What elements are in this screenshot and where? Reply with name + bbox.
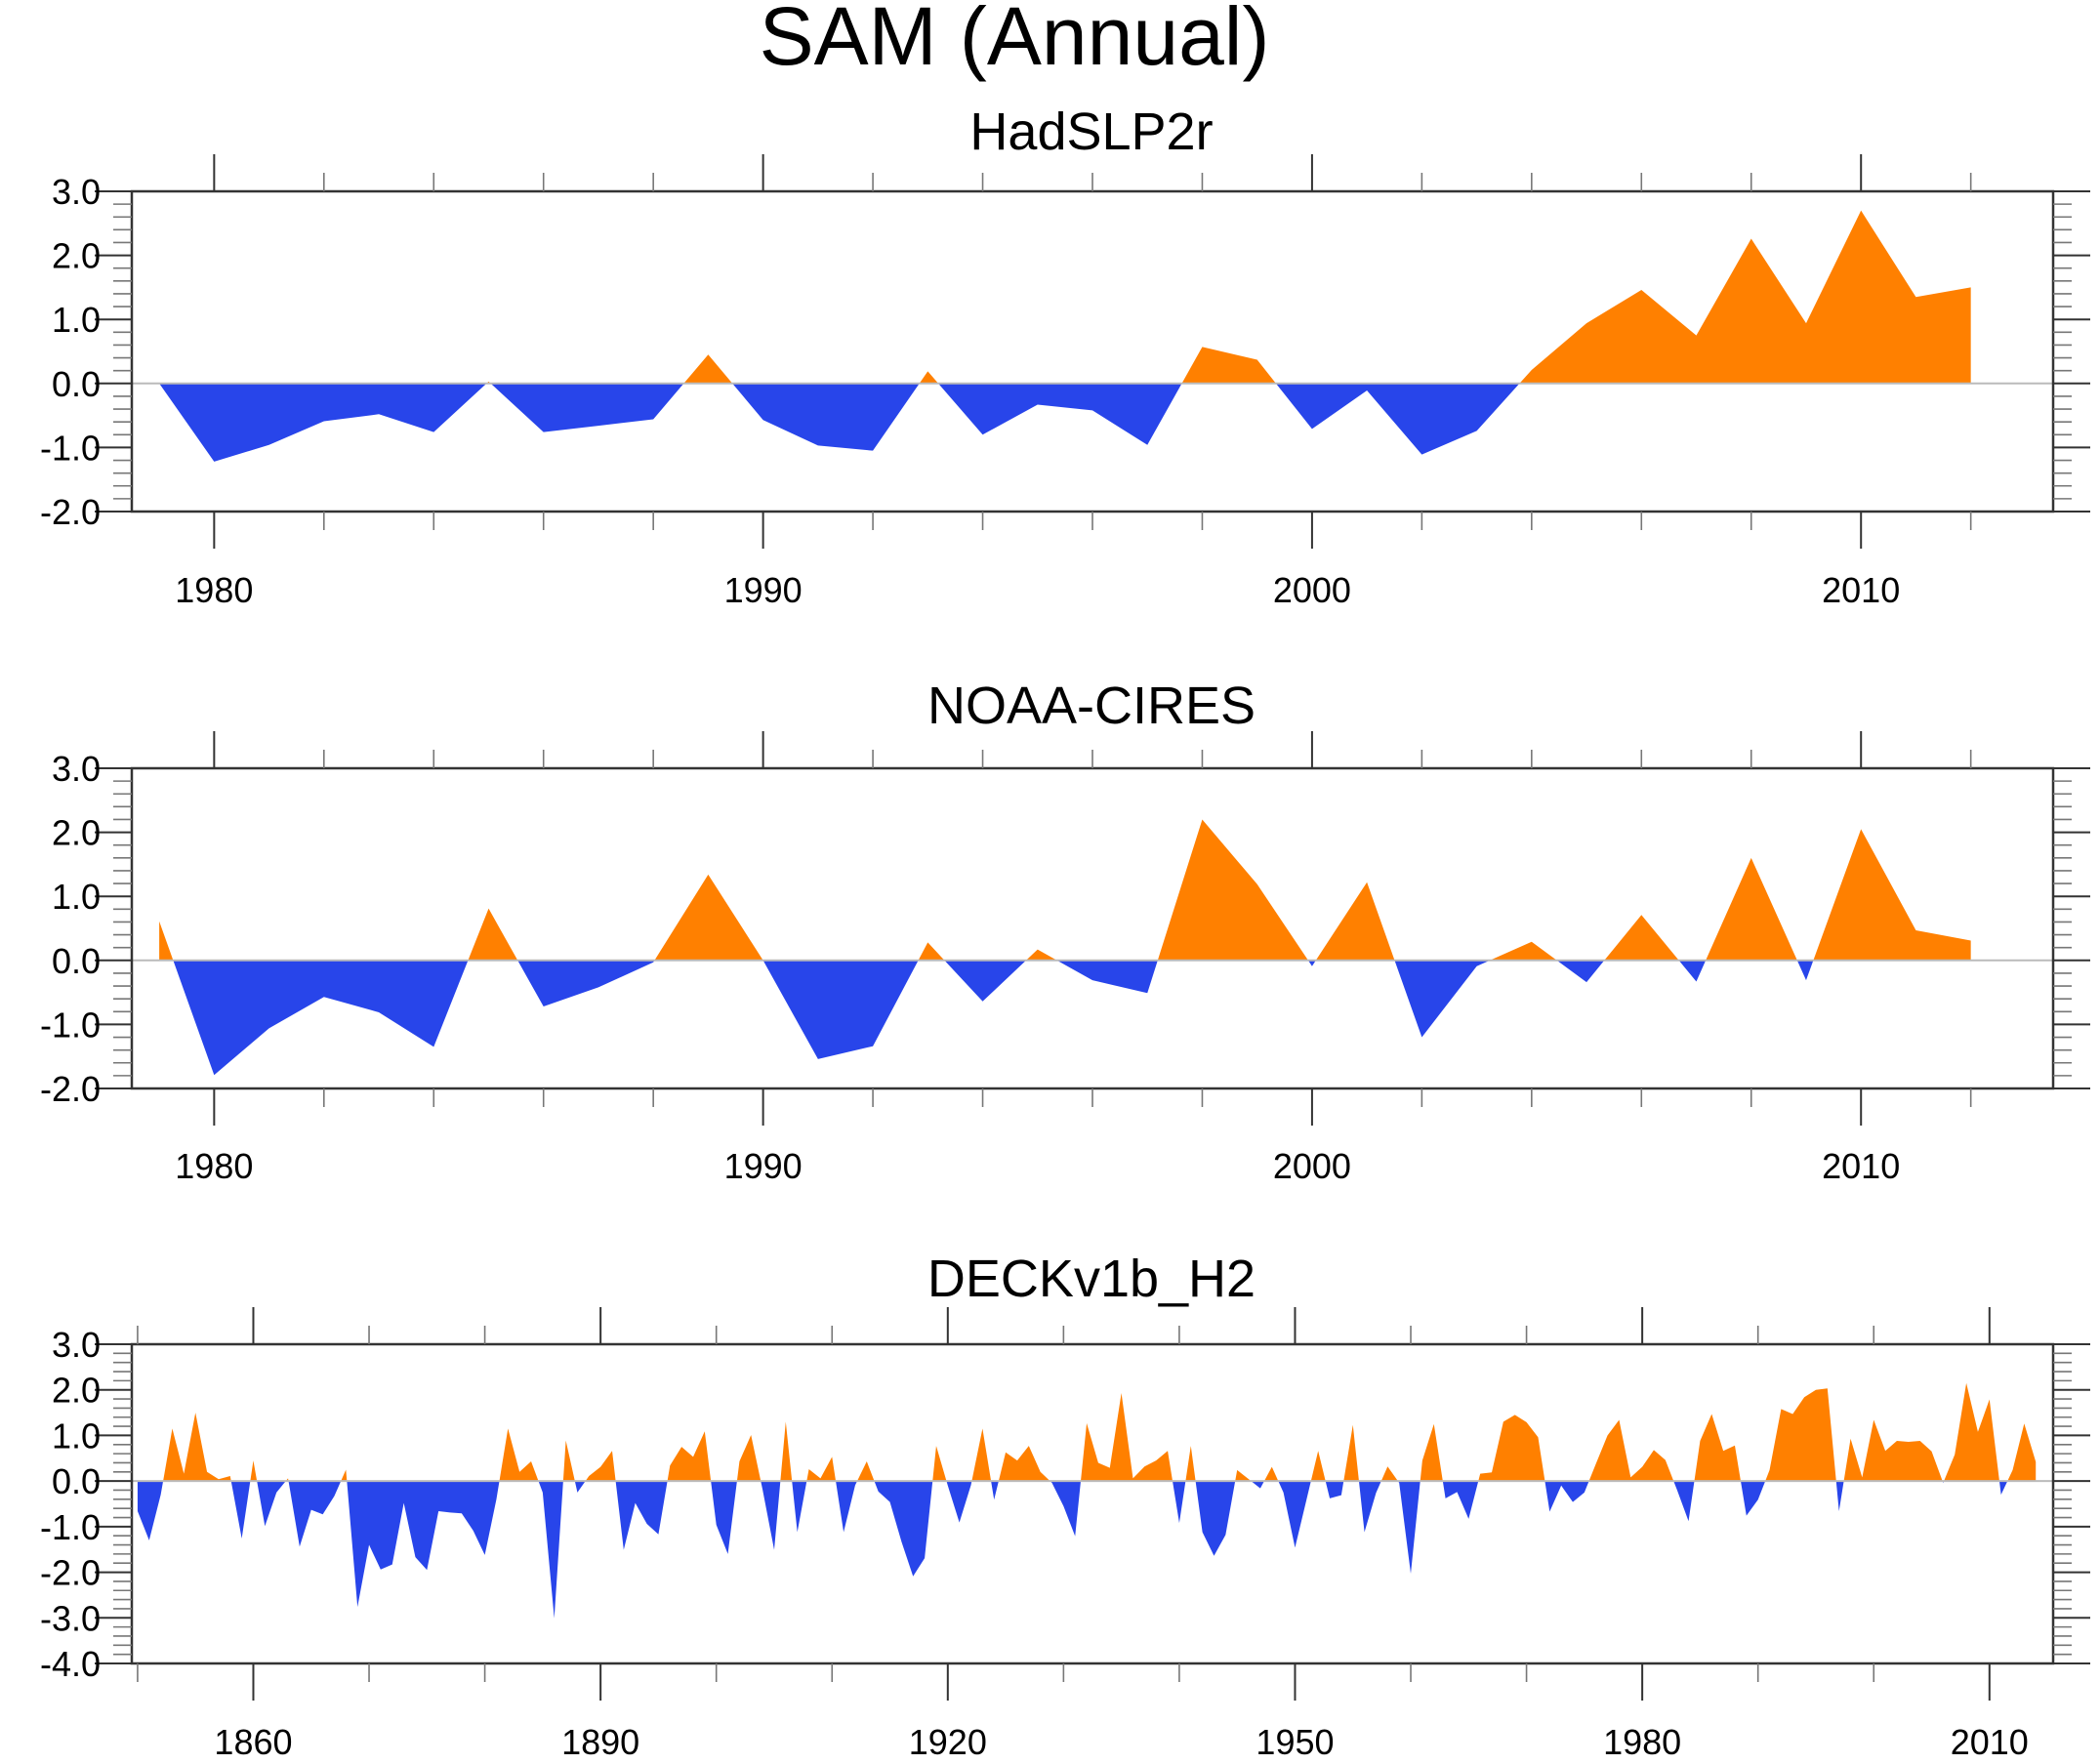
- positive-anomaly-area: [159, 819, 1971, 961]
- positive-anomaly-area: [137, 1382, 2037, 1482]
- y-tick-label: 3.0: [52, 172, 101, 212]
- x-tick-label: 1980: [175, 570, 253, 610]
- x-tick-label: 2010: [1822, 1146, 1900, 1186]
- x-tick-label: 1860: [214, 1722, 292, 1762]
- x-tick-label: 1990: [724, 570, 803, 610]
- negative-anomaly-area: [159, 960, 1971, 1076]
- x-tick-label: 1980: [175, 1146, 253, 1186]
- y-tick-label: 1.0: [52, 300, 101, 340]
- x-tick-label: 2010: [1951, 1722, 2029, 1762]
- panel-title: DECKv1b_H2: [927, 1250, 1256, 1308]
- panel-noaa-cires: NOAA-CIRES -2.0 -1.0 0.0 1.0 2.0 3.0 1980 1990 2…: [40, 677, 2090, 1186]
- positive-anomaly-area: [159, 210, 1971, 384]
- x-tick-label: 1890: [561, 1722, 639, 1762]
- panel-title: HadSLP2r: [969, 103, 1213, 161]
- y-tick-label: 3.0: [52, 1325, 101, 1365]
- y-tick-label: 1.0: [52, 1415, 101, 1456]
- figure-title: SAM (Annual): [760, 0, 1270, 82]
- y-tick-label: -2.0: [40, 492, 101, 532]
- x-tick-label: 1920: [909, 1722, 987, 1762]
- y-tick-label: -1.0: [40, 428, 101, 468]
- y-tick-label: -2.0: [40, 1069, 101, 1109]
- y-tick-label: -4.0: [40, 1644, 101, 1684]
- y-tick-label: -3.0: [40, 1598, 101, 1638]
- y-tick-label: 0.0: [52, 1461, 101, 1501]
- panel-deckv1b-h2: DECKv1b_H2 -4.0 -3.0 -2.0 -1.0 0.0 1.02.0 3.0 1…: [40, 1250, 2090, 1762]
- plot-frame: [130, 1342, 2055, 1665]
- panel-title: NOAA-CIRES: [927, 677, 1256, 735]
- x-tick-label: 2000: [1273, 1146, 1351, 1186]
- y-tick-label: 0.0: [52, 941, 101, 981]
- y-tick-label: 2.0: [52, 236, 101, 276]
- y-tick-label: 2.0: [52, 813, 101, 853]
- x-tick-label: 2000: [1273, 570, 1351, 610]
- y-tick-label: 3.0: [52, 749, 101, 789]
- x-tick-label: 1950: [1256, 1722, 1334, 1762]
- panel-hadslp2r: HadSLP2r -2.0 -1.0 0.0 1.0 2.0 3.0 1980 1990 200…: [40, 103, 2090, 610]
- x-tick-label: 1980: [1603, 1722, 1681, 1762]
- x-tick-label: 2010: [1822, 570, 1900, 610]
- negative-anomaly-area: [159, 383, 1971, 462]
- y-tick-label: -1.0: [40, 1507, 101, 1547]
- y-tick-label: 0.0: [52, 364, 101, 404]
- x-tick-label: 1990: [724, 1146, 803, 1186]
- y-tick-label: -1.0: [40, 1005, 101, 1045]
- y-tick-label: 1.0: [52, 877, 101, 917]
- y-tick-label: -2.0: [40, 1553, 101, 1593]
- negative-anomaly-area: [137, 1481, 2008, 1619]
- y-tick-label: 2.0: [52, 1371, 101, 1411]
